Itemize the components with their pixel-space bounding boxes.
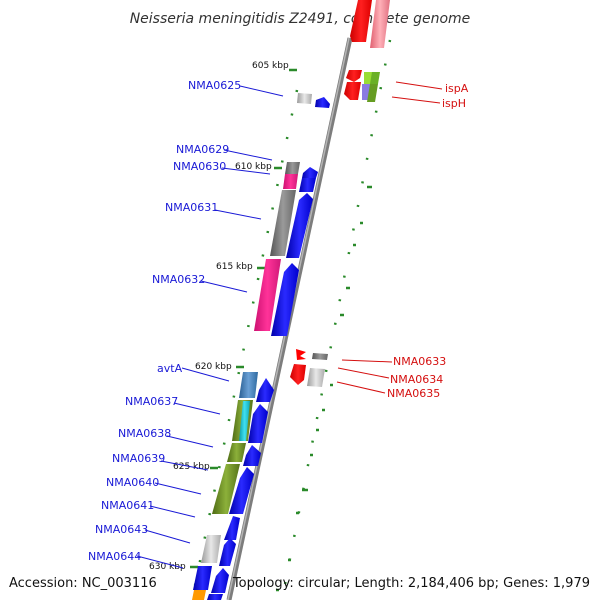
- gene-block: [302, 167, 318, 178]
- right-leaders: [336, 81, 443, 394]
- map-title: Neisseria meningitidis Z2491, complete g…: [130, 11, 471, 27]
- gene-block: [290, 364, 306, 385]
- gene-block: [350, 0, 372, 42]
- gene-block: [270, 190, 296, 256]
- nma0629-0630-genes: [283, 162, 318, 192]
- gene-block: [367, 84, 378, 102]
- gene-block: [285, 162, 300, 174]
- gene-label-nma0640: NMA0640: [106, 476, 159, 489]
- strand-guides: [190, 39, 392, 600]
- gene-block: [286, 193, 313, 258]
- kbp-label-615: 615 kbp: [216, 262, 253, 272]
- kbp-label-620: 620 kbp: [195, 362, 232, 372]
- nma0633-0635-genes: [290, 349, 328, 387]
- gene-block: [283, 174, 298, 189]
- top-reverse-genes: [350, 0, 390, 48]
- gene-label-avta: avtA: [157, 362, 183, 375]
- isp-cluster: [344, 70, 380, 102]
- gene-block: [211, 568, 229, 593]
- gene-block: [256, 378, 274, 402]
- gene-label-isph: ispH: [442, 97, 466, 110]
- gene-block: [299, 178, 316, 192]
- gene-block: [193, 566, 212, 590]
- kbp-ticks: [190, 68, 297, 569]
- gene-label-nma0639: NMA0639: [112, 452, 165, 465]
- gene-label-nma0641: NMA0641: [101, 499, 154, 512]
- accession-text: Accession: NC_003116: [9, 576, 157, 591]
- gene-block: [248, 404, 268, 443]
- gene-label-nma0637: NMA0637: [125, 395, 178, 408]
- kbp-label-610: 610 kbp: [235, 162, 272, 172]
- gene-label-nma0638: NMA0638: [118, 427, 171, 440]
- gene-block: [370, 72, 380, 84]
- gene-block: [212, 464, 240, 514]
- gene-label-ispa: ispA: [445, 82, 469, 95]
- topology-text: Topology: circular; Length: 2,184,406 bp…: [232, 576, 590, 591]
- gene-block: [312, 353, 328, 360]
- gene-block: [207, 594, 223, 600]
- gene-label-nma0634: NMA0634: [390, 373, 443, 386]
- gene-block: [364, 72, 372, 84]
- gene-block: [271, 263, 299, 336]
- outer-left-guide: [190, 89, 299, 600]
- gene-label-nma0633: NMA0633: [393, 355, 446, 368]
- gene-block: [219, 538, 236, 566]
- gene-label-nma0631: NMA0631: [165, 201, 218, 214]
- lower-genes: [192, 372, 274, 600]
- outer-right-guide: [280, 39, 392, 600]
- left-gene-labels: NMA0625 NMA0629 NMA0630 NMA0631 NMA0632 …: [88, 79, 241, 563]
- gene-block: [254, 259, 281, 331]
- nma0631-genes: [270, 190, 313, 258]
- gene-label-nma0643: NMA0643: [95, 523, 148, 536]
- gene-label-nma0630: NMA0630: [173, 160, 226, 173]
- gene-label-nma0632: NMA0632: [152, 273, 205, 286]
- nma0625-genes: [297, 93, 330, 108]
- gene-block: [297, 93, 312, 104]
- kbp-label-630: 630 kbp: [149, 562, 186, 572]
- left-leaders: [136, 85, 284, 569]
- gene-block: [192, 590, 206, 600]
- right-gene-labels: ispA ispH NMA0633 NMA0634 NMA0635: [387, 82, 469, 400]
- gene-block: [346, 70, 362, 82]
- gene-block: [344, 82, 361, 100]
- kbp-label-605: 605 kbp: [252, 61, 289, 71]
- gene-block: [362, 84, 370, 100]
- gene-block: [315, 97, 330, 108]
- gene-block: [243, 445, 261, 466]
- gene-block: [370, 0, 390, 48]
- gene-block: [239, 372, 258, 398]
- gene-block: [224, 516, 240, 540]
- gene-label-nma0635: NMA0635: [387, 387, 440, 400]
- gene-block: [201, 535, 221, 563]
- gene-label-nma0629: NMA0629: [176, 143, 229, 156]
- gene-block: [296, 349, 306, 360]
- gene-block: [239, 401, 250, 441]
- nma0632-genes: [254, 259, 299, 336]
- gene-block: [229, 467, 254, 514]
- gene-label-nma0644: NMA0644: [88, 550, 141, 563]
- gene-block: [307, 368, 325, 387]
- gene-block: [227, 443, 246, 462]
- gene-label-nma0625: NMA0625: [188, 79, 241, 92]
